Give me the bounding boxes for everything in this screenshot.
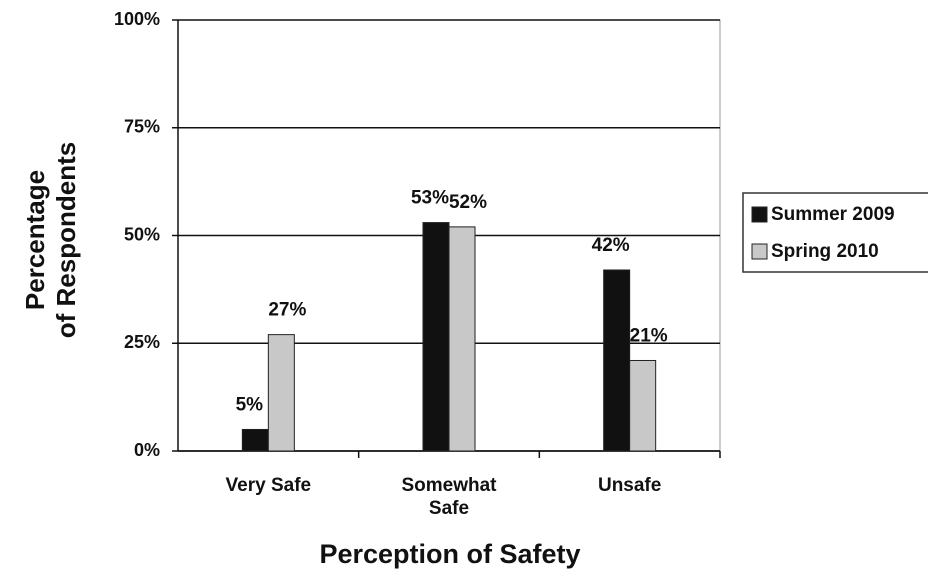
x-axis-title: Perception of Safety — [319, 539, 581, 569]
legend-label: Spring 2010 — [771, 241, 879, 262]
bar — [629, 359, 657, 452]
legend-label: Summer 2009 — [771, 204, 895, 225]
y-tick-label: 100% — [114, 9, 160, 29]
value-label: 21% — [630, 326, 668, 347]
value-label: 5% — [236, 394, 264, 415]
y-tick-label: 75% — [124, 117, 160, 137]
bar — [448, 226, 476, 452]
value-label: 52% — [449, 192, 487, 213]
x-tick-label: Somewhat Safe — [401, 475, 497, 519]
bar — [603, 269, 631, 452]
y-axis-title: Percentage of Respondents — [20, 141, 82, 339]
y-tick-label: 50% — [124, 224, 160, 244]
x-tick-label: Unsafe — [597, 475, 662, 496]
value-label: 27% — [268, 300, 306, 321]
bar — [241, 428, 269, 452]
legend-box — [742, 192, 928, 273]
value-label: 53% — [411, 188, 449, 209]
x-tick-label: Very Safe — [225, 475, 312, 496]
y-tick-label: 25% — [124, 332, 160, 352]
y-tick-label: 0% — [134, 440, 160, 460]
legend-swatch — [751, 206, 768, 223]
value-label: 42% — [592, 235, 630, 256]
bar — [422, 222, 450, 452]
legend-swatch — [751, 243, 768, 260]
bar — [267, 334, 295, 452]
